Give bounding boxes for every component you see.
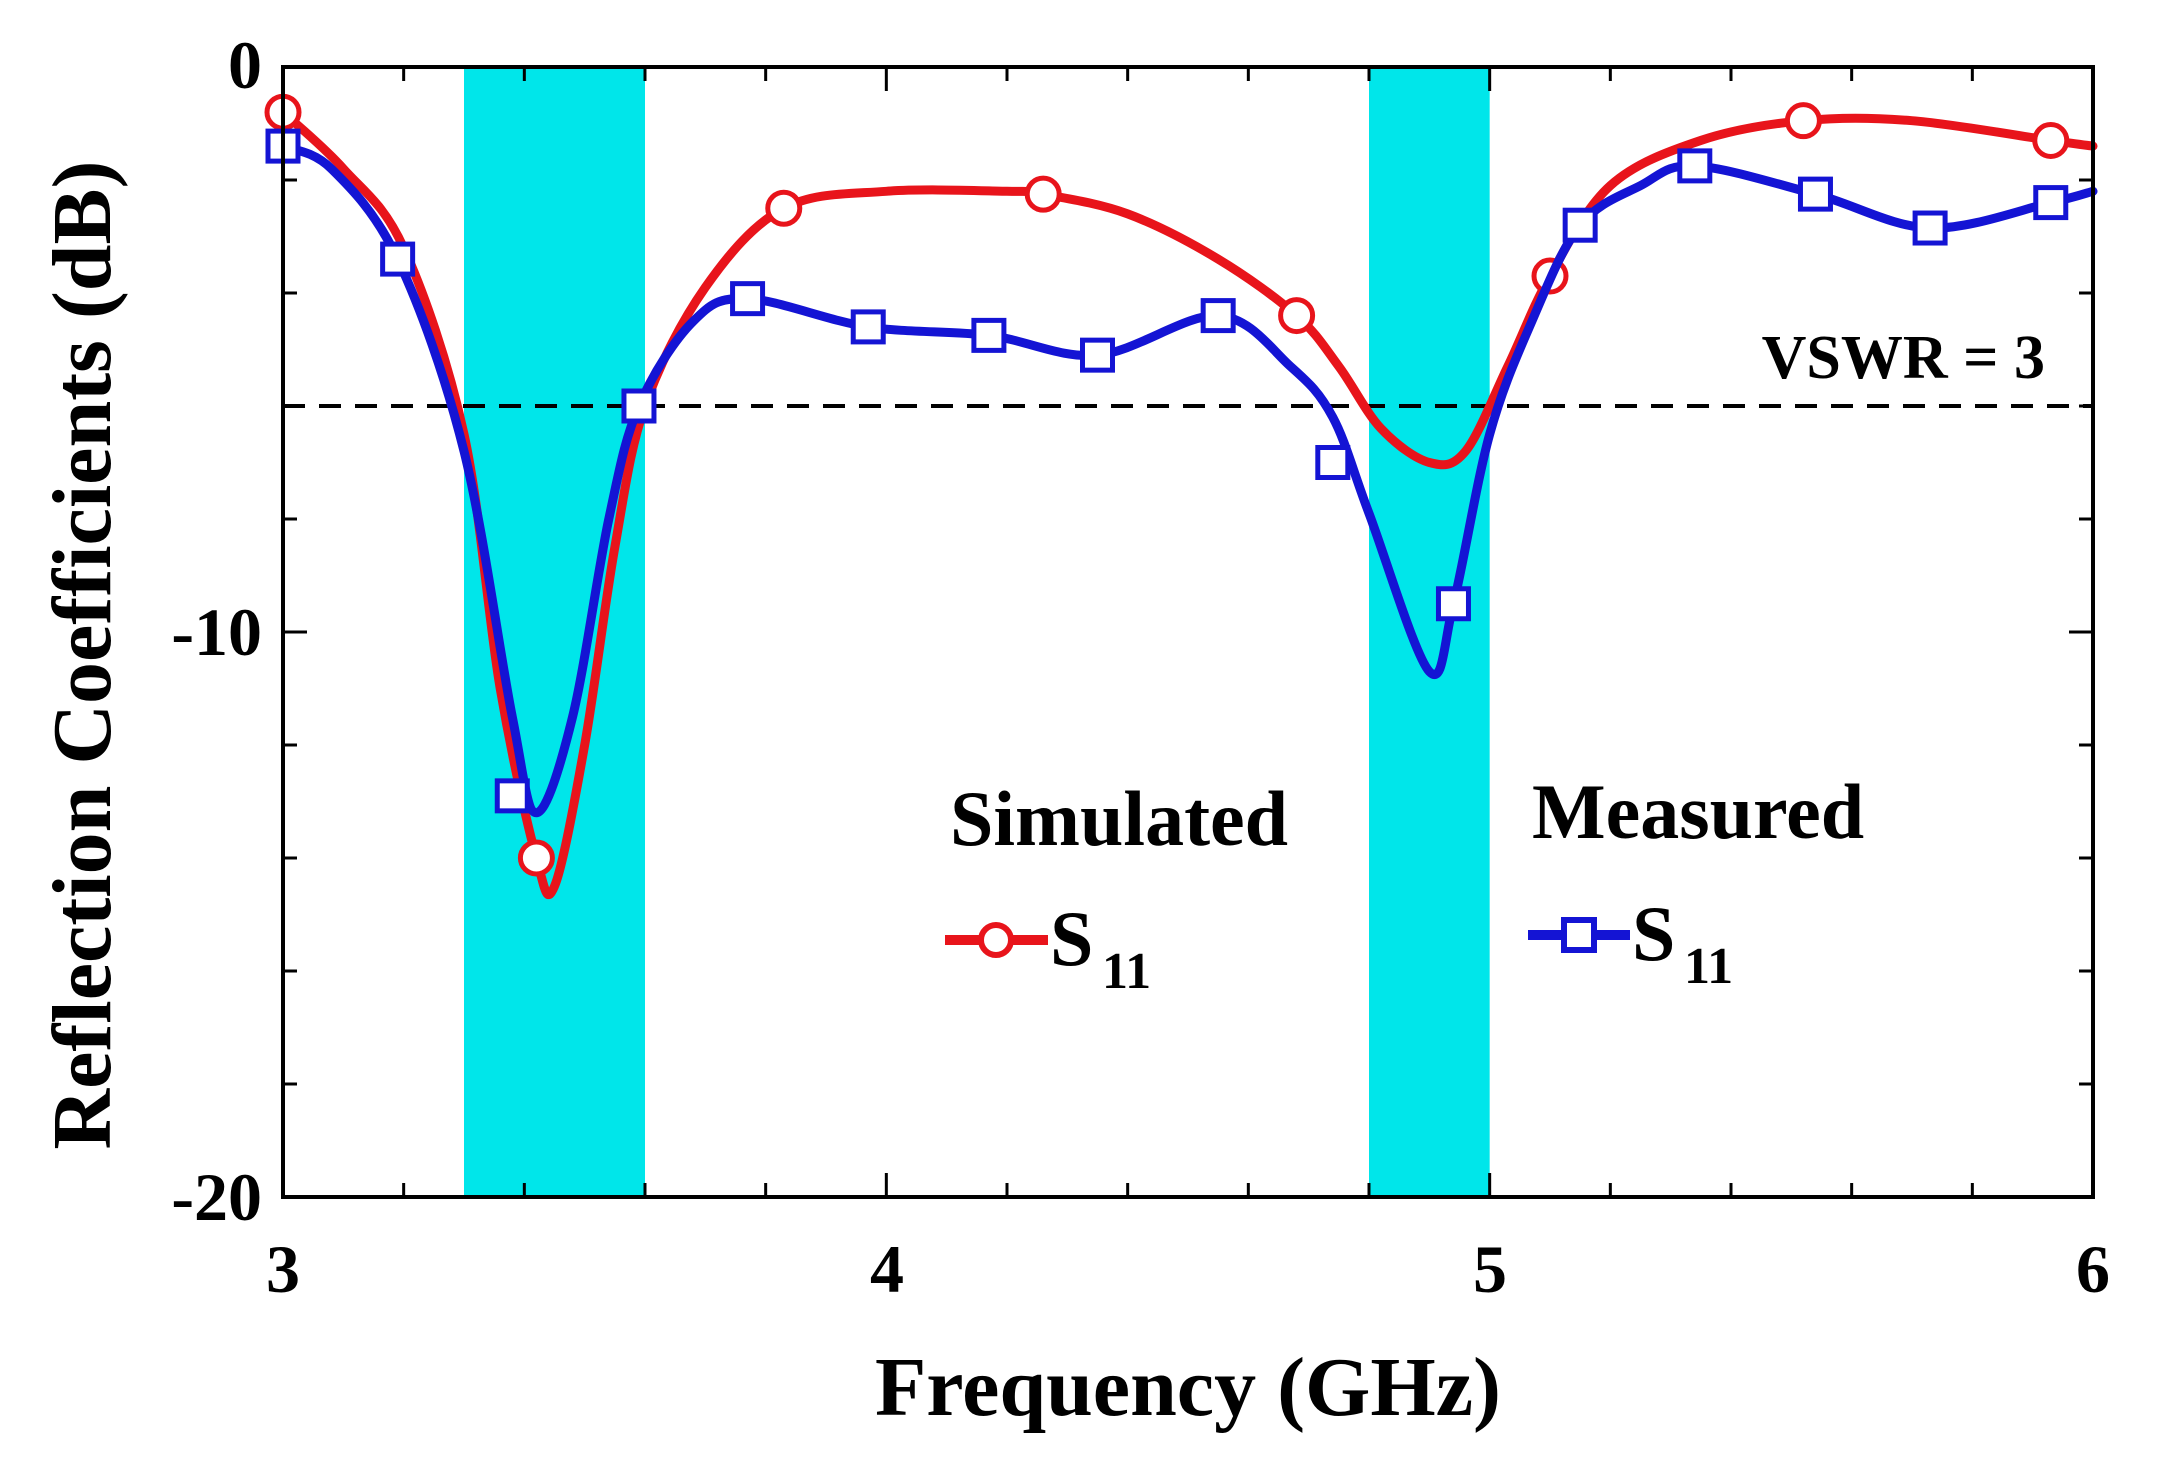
series-measured bbox=[265, 128, 2098, 818]
series-1-marker-1 bbox=[380, 241, 416, 277]
legend-measured-symbol: S bbox=[1632, 890, 1675, 977]
series-line-1 bbox=[278, 141, 2098, 818]
series-1-marker-5 bbox=[850, 309, 886, 345]
legend-measured-subscript: 11 bbox=[1684, 938, 1733, 995]
legend-measured-title: Measured bbox=[1532, 768, 1864, 855]
x-tick-label-6: 6 bbox=[2076, 1231, 2110, 1307]
x-tick-label-5: 5 bbox=[1473, 1231, 1507, 1307]
legend-simulated-symbol: S bbox=[1050, 895, 1093, 982]
series-layer bbox=[264, 93, 2098, 900]
series-0-marker-1 bbox=[517, 839, 555, 877]
vswr-label: VSWR = 3 bbox=[1762, 324, 2045, 392]
series-0-marker-2 bbox=[765, 189, 803, 227]
legend-simulated-title: Simulated bbox=[950, 775, 1288, 862]
y-tick-label-minus10: -10 bbox=[171, 594, 262, 670]
shaded-bands bbox=[464, 67, 1490, 1197]
series-0-marker-3 bbox=[1024, 175, 1062, 213]
x-tick-label-4: 4 bbox=[870, 1231, 904, 1307]
series-0-marker-6 bbox=[1784, 102, 1822, 140]
legend-simulated-subscript: 11 bbox=[1102, 943, 1151, 1000]
legend-simulated-marker bbox=[978, 922, 1014, 958]
legend-measured: Measured S 11 bbox=[1528, 768, 1864, 995]
series-1-marker-15 bbox=[2033, 185, 2069, 221]
series-1-marker-7 bbox=[1080, 337, 1115, 373]
x-tick-label-3: 3 bbox=[266, 1231, 300, 1307]
series-0-marker-7 bbox=[2032, 121, 2070, 159]
series-1-marker-11 bbox=[1562, 207, 1598, 243]
y-tick-label-minus20: -20 bbox=[171, 1159, 262, 1235]
shaded-band-1 bbox=[1369, 67, 1490, 1197]
legend-measured-marker bbox=[1561, 917, 1597, 953]
series-1-marker-13 bbox=[1797, 176, 1833, 212]
y-axis-title: Reflection Coefficients (dB) bbox=[36, 160, 129, 1149]
series-1-marker-9 bbox=[1315, 445, 1351, 480]
y-tick-label-0: 0 bbox=[228, 27, 262, 103]
series-1-marker-12 bbox=[1677, 148, 1713, 184]
series-1-marker-10 bbox=[1435, 586, 1471, 622]
series-1-marker-3 bbox=[621, 388, 657, 424]
x-axis-title: Frequency (GHz) bbox=[875, 1341, 1501, 1434]
series-simulated bbox=[264, 93, 2098, 900]
series-1-marker-8 bbox=[1200, 298, 1236, 334]
series-1-marker-6 bbox=[971, 317, 1007, 353]
series-1-marker-4 bbox=[730, 281, 766, 317]
series-line-0 bbox=[278, 107, 2098, 900]
series-1-marker-14 bbox=[1912, 210, 1948, 246]
axis-ticks bbox=[281, 65, 2095, 1199]
series-0-marker-4 bbox=[1278, 297, 1316, 335]
legend-simulated: Simulated S 11 bbox=[945, 775, 1288, 1000]
series-1-marker-2 bbox=[494, 778, 530, 814]
